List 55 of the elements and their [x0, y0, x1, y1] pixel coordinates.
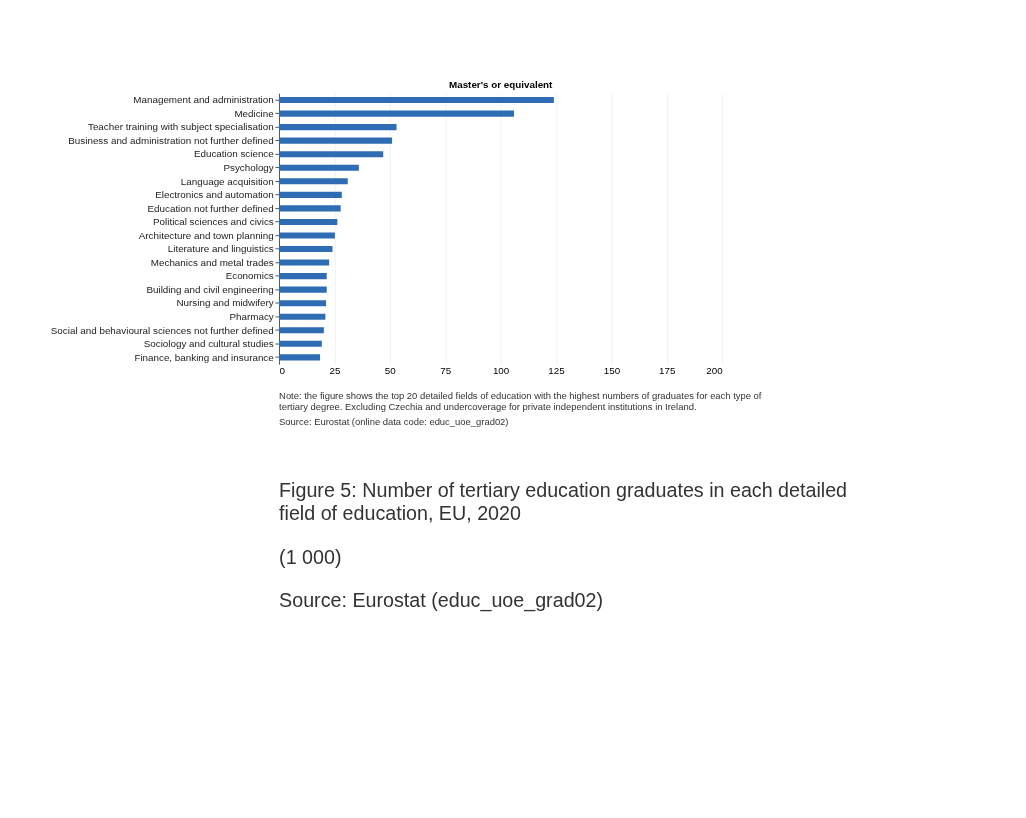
y-tick-label: Economics [225, 270, 274, 282]
bar [279, 300, 327, 307]
x-tick-label: 25 [329, 364, 341, 376]
y-tick-label: Building and civil engineering [146, 283, 274, 295]
text: (1 000) [279, 545, 342, 568]
y-tick-label: Business and administration not further defined [68, 134, 274, 146]
y-tick-label: Education not further defined [147, 202, 274, 214]
x-tick-label: 150 [603, 364, 621, 376]
x-tick-label: 75 [440, 364, 452, 376]
x-tick-label: 100 [492, 364, 510, 376]
text: Note: the figure shows the top 20 detailed fields of education with the highest numbers of graduates for each type of tertiary degree. Excluding Czechia and undercoverage for private independent institutions in Ireland. [279, 389, 762, 413]
bar [279, 110, 514, 117]
bar [279, 286, 327, 293]
y-tick-label: Architecture and town planning [138, 229, 274, 241]
y-tick-label: Management and administration [133, 94, 274, 106]
bar [279, 191, 342, 198]
bar [279, 164, 359, 171]
caption: Figure 5: Number of tertiary education graduates in each detailed field of education, EU, 2020 [279, 478, 848, 525]
y-tick-label: Sociology and cultural studies [143, 338, 274, 350]
y-tick-label: Medicine [234, 107, 275, 119]
chart-title: Master's or equivalent [448, 78, 554, 90]
bar [279, 96, 554, 104]
source-note: Source: Eurostat (online data code: educ_uoe_grad02) [279, 415, 509, 427]
y-tick-label: Finance, banking and insurance [134, 351, 275, 363]
bar [279, 245, 333, 253]
x-tick-label: 125 [548, 364, 566, 376]
bar [279, 259, 330, 266]
y-tick-label: Teacher training with subject specialisation [87, 121, 274, 133]
y-tick-label: Mechanics and metal trades [150, 256, 274, 268]
y-tick-label: Pharmacy [229, 311, 274, 323]
bar [279, 124, 397, 131]
bar [279, 273, 327, 280]
source-note: Source: Eurostat (educ_uoe_grad02) [279, 588, 604, 612]
bar [279, 137, 393, 144]
bar [279, 354, 321, 361]
bar [279, 340, 322, 347]
x-tick-label: 175 [659, 364, 677, 376]
x-tick-label: 0 [279, 364, 286, 376]
y-tick-label: Electronics and automation [155, 189, 274, 201]
bar [279, 151, 384, 158]
bar [279, 232, 335, 239]
y-tick-label: Literature and linguistics [167, 243, 274, 255]
x-tick-label: 50 [384, 364, 397, 376]
x-tick-label: 200 [706, 364, 724, 376]
bar [279, 218, 338, 225]
y-tick-label: Education science [193, 148, 275, 160]
bar [279, 178, 348, 185]
y-tick-label: Psychology [223, 162, 274, 174]
y-tick-label: Nursing and midwifery [176, 297, 274, 309]
bar [279, 205, 341, 212]
y-tick-label: Political sciences and civics [153, 216, 274, 228]
bar [279, 313, 326, 320]
y-tick-label: Social and behavioural sciences not further defined [50, 324, 274, 336]
y-tick-label: Language acquisition [180, 175, 274, 187]
bar [279, 327, 324, 334]
